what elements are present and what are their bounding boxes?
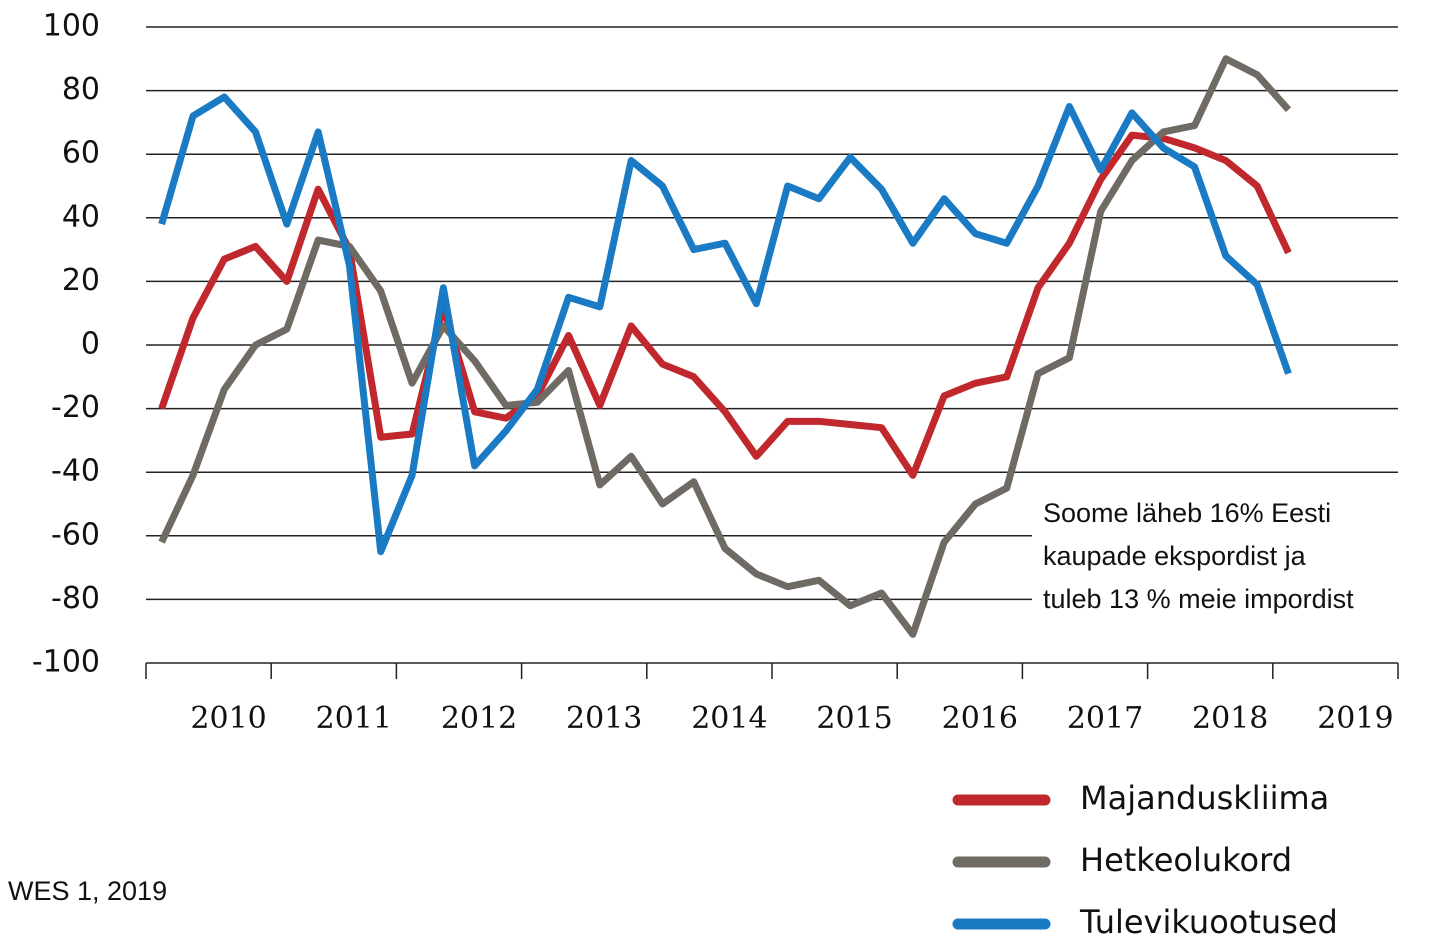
y-tick-label: 60 [62, 136, 100, 171]
y-tick-label: 80 [62, 72, 100, 107]
y-tick-label: 100 [43, 9, 100, 44]
y-tick-label: 40 [62, 199, 100, 234]
annotation: kaupade ekspordist ja [1043, 541, 1307, 571]
y-tick-label: -20 [51, 390, 100, 425]
annotation: Soome läheb 16% Eesti [1043, 498, 1331, 528]
series-line [158, 93, 1292, 556]
y-tick-label: 0 [81, 327, 100, 362]
x-tick-label: 2017 [1067, 701, 1143, 736]
y-tick-label: 20 [62, 263, 100, 298]
source: WES 1, 2019 [8, 876, 167, 906]
x-tick-label: 2010 [190, 701, 266, 736]
y-tick-label: -80 [51, 581, 100, 616]
annotation: tuleb 13 % meie impordist [1043, 584, 1354, 614]
x-tick-label: 2012 [441, 701, 517, 736]
x-tick-label: 2011 [316, 701, 392, 736]
x-tick-label: 2015 [816, 701, 892, 736]
x-tick-label: 2019 [1317, 701, 1393, 736]
legend-label: Hetkeolukord [1080, 841, 1292, 879]
legend-label: Tulevikuootused [1079, 903, 1338, 936]
y-tick-label: -60 [51, 517, 100, 552]
annotation-bg [1032, 488, 1447, 628]
x-tick-label: 2013 [566, 701, 642, 736]
y-tick-label: -40 [51, 454, 100, 489]
series-line [158, 55, 1292, 638]
x-tick-label: 2016 [942, 701, 1018, 736]
y-tick-label: -100 [32, 645, 100, 680]
x-tick-label: 2018 [1192, 701, 1268, 736]
legend-label: Majanduskliima [1080, 779, 1329, 817]
x-tick-label: 2014 [691, 701, 767, 736]
